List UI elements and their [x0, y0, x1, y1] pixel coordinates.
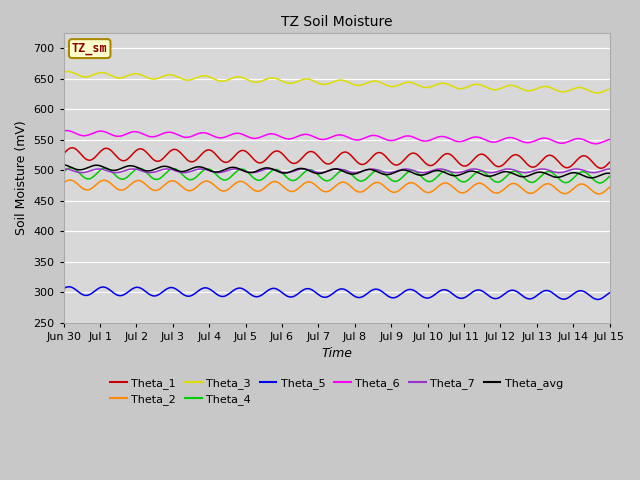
Line: Theta_6: Theta_6 [64, 131, 609, 144]
Theta_4 [486, 175, 493, 180]
Theta_3 [486, 86, 493, 92]
Line: Theta_7: Theta_7 [64, 169, 609, 173]
Theta_7 [605, 166, 613, 172]
Theta_1 [598, 165, 605, 171]
Theta_1 [486, 157, 493, 163]
Line: Theta_4: Theta_4 [64, 168, 609, 183]
Theta_3 [60, 69, 68, 75]
Theta_4 [596, 180, 604, 186]
Theta_6 [435, 134, 443, 140]
Theta_2 [595, 191, 603, 197]
Theta_avg [435, 168, 442, 173]
Theta_7 [436, 166, 444, 172]
Theta_2 [301, 180, 308, 186]
Line: Theta_3: Theta_3 [64, 72, 609, 93]
Theta_avg [588, 175, 595, 181]
Theta_3 [496, 86, 504, 92]
Theta_6 [496, 138, 504, 144]
Theta_4 [496, 179, 504, 185]
Theta_5 [65, 284, 73, 289]
Theta_2 [605, 184, 613, 190]
Theta_3 [301, 76, 308, 82]
Theta_7 [497, 168, 504, 173]
Theta_5 [60, 286, 68, 291]
Theta_3 [64, 69, 72, 74]
Theta_avg [60, 162, 68, 168]
Theta_2 [116, 187, 124, 193]
Text: TZ_sm: TZ_sm [72, 42, 108, 55]
Theta_4 [116, 176, 124, 181]
Line: Theta_5: Theta_5 [64, 287, 609, 300]
Line: Theta_2: Theta_2 [64, 180, 609, 194]
Theta_5 [301, 287, 308, 292]
Theta_4 [67, 165, 75, 171]
Theta_1 [435, 156, 443, 162]
Theta_4 [60, 169, 68, 175]
Theta_3 [281, 80, 289, 85]
Theta_avg [486, 173, 493, 179]
Theta_1 [116, 156, 124, 162]
Theta_1 [605, 159, 613, 165]
Theta_3 [435, 81, 443, 87]
Theta_6 [60, 128, 68, 134]
Theta_7 [317, 170, 324, 176]
Theta_1 [496, 164, 504, 169]
Theta_4 [605, 174, 613, 180]
Theta_avg [605, 170, 613, 176]
Title: TZ Soil Moisture: TZ Soil Moisture [281, 15, 392, 29]
Theta_2 [281, 185, 289, 191]
Theta_avg [300, 166, 308, 172]
Theta_6 [63, 128, 70, 133]
Theta_5 [486, 294, 493, 300]
Theta_6 [281, 135, 289, 141]
Theta_1 [301, 152, 308, 158]
Theta_5 [605, 290, 613, 296]
Theta_6 [301, 132, 308, 137]
Theta_3 [593, 90, 601, 96]
Y-axis label: Soil Moisture (mV): Soil Moisture (mV) [15, 120, 28, 235]
Line: Theta_avg: Theta_avg [64, 165, 609, 178]
Theta_1 [68, 145, 76, 151]
Legend: Theta_1, Theta_2, Theta_3, Theta_4, Theta_5, Theta_6, Theta_7, Theta_avg: Theta_1, Theta_2, Theta_3, Theta_4, Thet… [106, 373, 568, 409]
X-axis label: Time: Time [321, 348, 352, 360]
Theta_1 [60, 151, 68, 156]
Theta_3 [605, 86, 613, 92]
Theta_avg [495, 170, 503, 176]
Theta_5 [594, 297, 602, 302]
Theta_5 [496, 295, 504, 300]
Theta_7 [60, 166, 68, 172]
Theta_4 [301, 169, 308, 175]
Theta_5 [435, 288, 443, 294]
Theta_7 [116, 169, 124, 175]
Theta_7 [281, 170, 289, 176]
Theta_7 [301, 166, 308, 172]
Theta_6 [592, 141, 600, 146]
Theta_2 [486, 187, 493, 193]
Theta_1 [281, 154, 289, 159]
Theta_2 [67, 177, 74, 183]
Theta_6 [486, 139, 493, 144]
Theta_7 [486, 170, 494, 176]
Theta_3 [116, 75, 124, 81]
Theta_2 [435, 183, 443, 189]
Theta_avg [280, 170, 288, 176]
Theta_6 [116, 133, 124, 139]
Theta_4 [281, 173, 289, 179]
Theta_5 [281, 292, 289, 298]
Theta_6 [605, 137, 613, 143]
Theta_2 [60, 180, 68, 186]
Theta_7 [163, 166, 171, 172]
Theta_5 [116, 293, 124, 299]
Line: Theta_1: Theta_1 [64, 148, 609, 168]
Theta_2 [496, 190, 504, 195]
Theta_avg [116, 166, 124, 172]
Theta_4 [435, 172, 443, 178]
